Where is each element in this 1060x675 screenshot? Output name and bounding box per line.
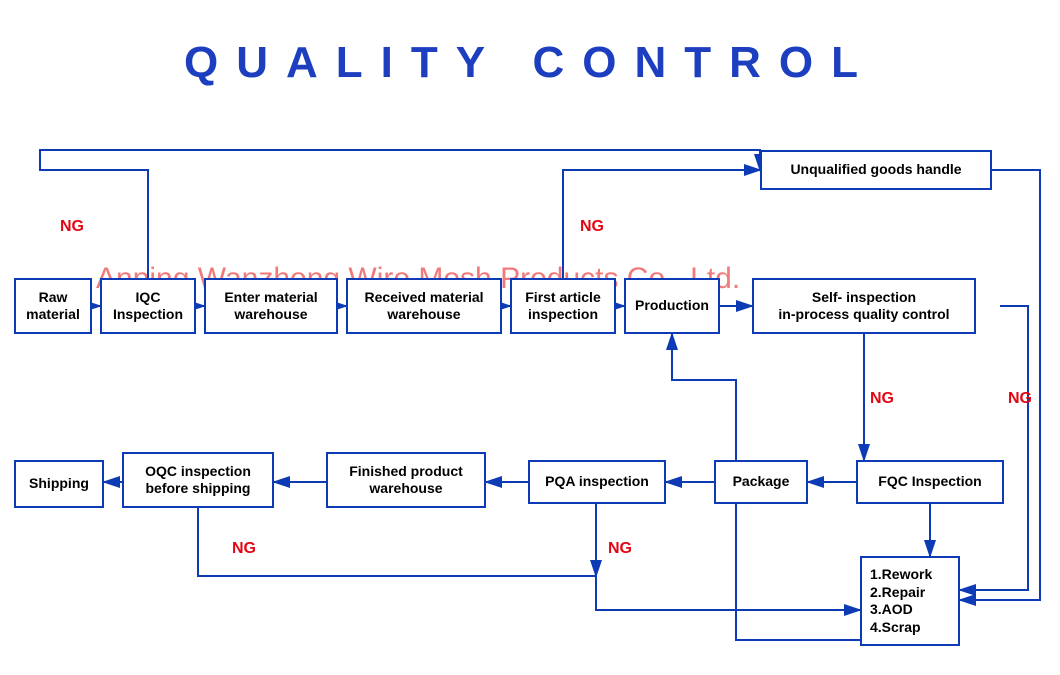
node-self: Self- inspectionin-process quality contr… bbox=[752, 278, 976, 334]
ng-label-4: NG bbox=[232, 540, 256, 558]
node-oqc: OQC inspectionbefore shipping bbox=[122, 452, 274, 508]
node-unq: Unqualified goods handle bbox=[760, 150, 992, 190]
node-ship: Shipping bbox=[14, 460, 104, 508]
node-pkg: Package bbox=[714, 460, 808, 504]
ng-label-1: NG bbox=[580, 218, 604, 236]
node-fpw: Finished productwarehouse bbox=[326, 452, 486, 508]
node-pqa: PQA inspection bbox=[528, 460, 666, 504]
node-raw: Rawmaterial bbox=[14, 278, 92, 334]
node-iqc: IQCInspection bbox=[100, 278, 196, 334]
ng-label-3: NG bbox=[1008, 390, 1032, 408]
node-recv: Received materialwarehouse bbox=[346, 278, 502, 334]
ng-label-0: NG bbox=[60, 218, 84, 236]
node-prod: Production bbox=[624, 278, 720, 334]
ng-label-5: NG bbox=[608, 540, 632, 558]
node-enter: Enter materialwarehouse bbox=[204, 278, 338, 334]
node-fai: First articleinspection bbox=[510, 278, 616, 334]
ng-label-2: NG bbox=[870, 390, 894, 408]
node-fqc: FQC Inspection bbox=[856, 460, 1004, 504]
node-rw: 1.Rework2.Repair3.AOD4.Scrap bbox=[860, 556, 960, 646]
page-title: QUALITY CONTROL bbox=[0, 38, 1060, 88]
